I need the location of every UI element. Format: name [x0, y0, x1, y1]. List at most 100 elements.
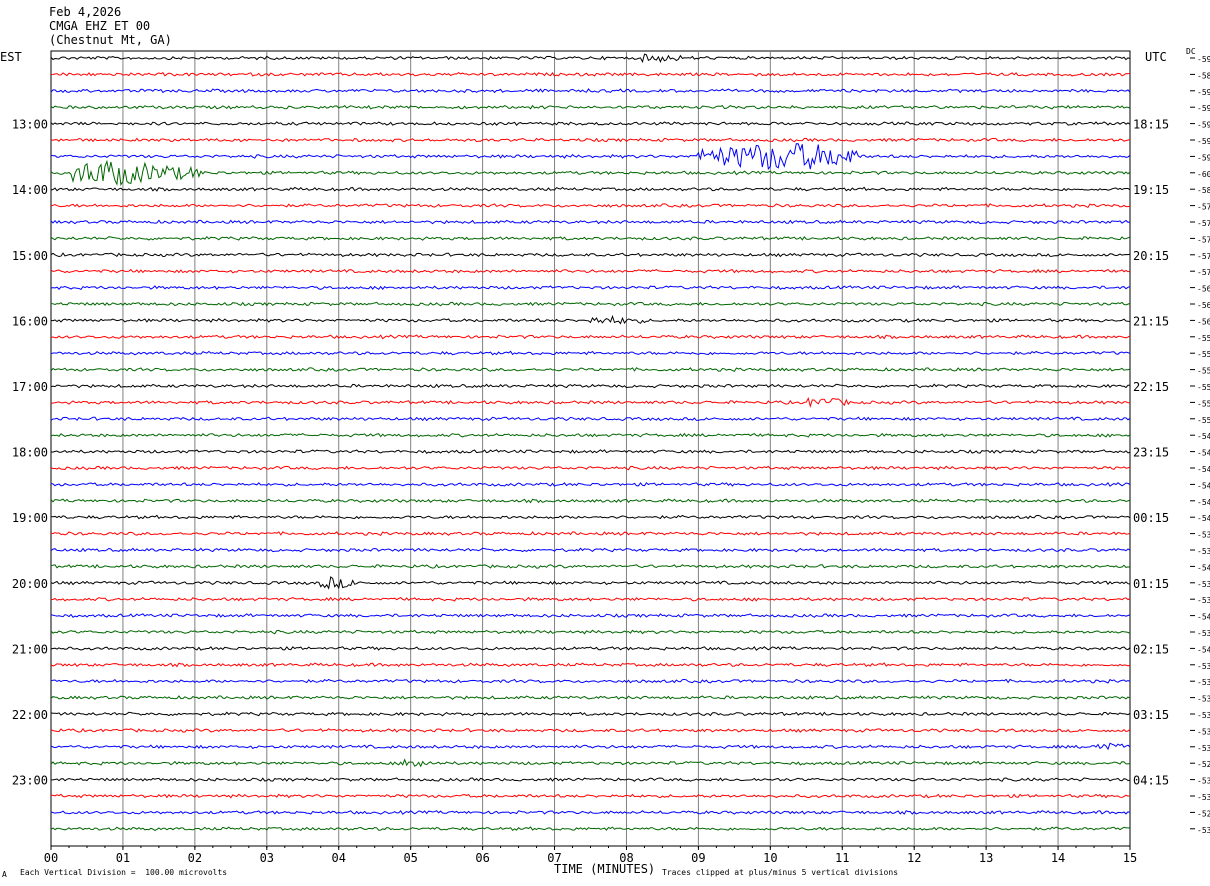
trace-row — [50, 432, 1131, 438]
dc-offset-value: -59 — [1197, 55, 1210, 64]
dc-offset-value: -57 — [1197, 219, 1210, 228]
dc-offset-value: -54 — [1197, 481, 1210, 490]
trace-row — [50, 71, 1131, 77]
left-hour-label: 19:00 — [12, 511, 48, 525]
plot-frame — [50, 50, 1131, 847]
trace-row — [50, 203, 1131, 209]
trace-row — [50, 143, 1131, 171]
trace-row — [50, 531, 1131, 537]
trace-row — [50, 629, 1131, 635]
x-tick-label: 10 — [763, 851, 777, 865]
trace-row — [50, 104, 1131, 110]
dc-offset-value: -53 — [1197, 711, 1210, 720]
dc-offset-value: -58 — [1197, 71, 1210, 80]
trace-row — [50, 563, 1131, 569]
x-tick-label: 08 — [619, 851, 633, 865]
left-hour-label: 23:00 — [12, 774, 48, 788]
left-hour-label: 22:00 — [12, 708, 48, 722]
dc-offset-value: -59 — [1197, 104, 1210, 113]
dc-offset-value: -55 — [1197, 399, 1210, 408]
trace-row — [50, 514, 1131, 520]
trace-row — [50, 314, 1131, 325]
dc-offset-value: -59 — [1197, 153, 1210, 162]
left-hour-label: 20:00 — [12, 577, 48, 591]
trace-row — [50, 334, 1131, 340]
dc-offset-value: -54 — [1197, 613, 1210, 622]
trace-row — [50, 449, 1131, 454]
dc-offset-value: -53 — [1197, 596, 1210, 605]
dc-offset-value: -54 — [1197, 498, 1210, 507]
dc-offset-value: -53 — [1197, 695, 1210, 704]
left-hour-label: 14:00 — [12, 183, 48, 197]
trace-row — [50, 793, 1131, 799]
dc-offset-value: -53 — [1197, 793, 1210, 802]
dc-offset-value: -54 — [1197, 432, 1210, 441]
trace-row — [50, 826, 1131, 831]
left-hour-label: 17:00 — [12, 380, 48, 394]
right-hour-label: 00:15 — [1133, 511, 1169, 525]
left-timezone-label: EST — [0, 50, 22, 64]
x-tick-label: 06 — [475, 851, 489, 865]
dc-offset-value: -54 — [1197, 645, 1210, 654]
chart-station: CMGA EHZ ET 00 — [49, 19, 151, 33]
left-hour-label: 18:00 — [12, 446, 48, 460]
clip-note: Traces clipped at plus/minus 5 vertical … — [662, 868, 899, 877]
right-hour-label: 21:15 — [1133, 314, 1169, 328]
trace-row — [50, 397, 1130, 409]
dc-offset-value: -53 — [1197, 678, 1210, 687]
dc-offset-value: -53 — [1197, 662, 1210, 671]
dc-offset-value: -58 — [1197, 186, 1210, 195]
trace-row — [50, 613, 1131, 618]
chart-location: (Chestnut Mt, GA) — [49, 33, 172, 47]
dc-offset-value: -54 — [1197, 449, 1210, 458]
dc-offset-value: -56 — [1197, 285, 1210, 294]
right-hour-label: 19:15 — [1133, 183, 1169, 197]
right-timezone-label: UTC — [1145, 50, 1167, 64]
left-hour-label: 21:00 — [12, 642, 48, 656]
scale-note: Each Vertical Division = 100.00 microvol… — [20, 868, 228, 877]
x-tick-label: 02 — [188, 851, 202, 865]
trace-row — [50, 88, 1131, 94]
dc-offset-value: -53 — [1197, 744, 1210, 753]
dc-offset-value: -53 — [1197, 580, 1210, 589]
dc-offset-value: -54 — [1197, 563, 1210, 572]
dc-offset-header: DC — [1186, 47, 1196, 56]
dc-offset-value: -59 — [1197, 88, 1210, 97]
trace-row — [50, 662, 1131, 668]
dc-offset-value: -57 — [1197, 235, 1210, 244]
trace-row — [50, 383, 1131, 389]
right-hour-label: 23:15 — [1133, 446, 1169, 460]
right-hour-label: 22:15 — [1133, 380, 1169, 394]
trace-row — [50, 137, 1131, 143]
trace-row — [50, 809, 1131, 815]
trace-row — [50, 576, 1131, 590]
x-tick-label: 14 — [1051, 851, 1065, 865]
trace-row — [50, 758, 1131, 768]
dc-offset-value: -53 — [1197, 531, 1210, 540]
x-tick-label: 03 — [260, 851, 274, 865]
trace-row — [50, 727, 1131, 733]
trace-row — [50, 268, 1131, 274]
right-hour-label: 03:15 — [1133, 708, 1169, 722]
x-tick-label: 00 — [44, 851, 58, 865]
trace-row — [50, 498, 1131, 504]
trace-row — [50, 235, 1131, 241]
x-tick-label: 07 — [547, 851, 561, 865]
trace-row — [50, 596, 1131, 602]
dc-offset-value: -57 — [1197, 252, 1210, 261]
x-tick-label: 13 — [979, 851, 993, 865]
x-tick-label: 04 — [332, 851, 346, 865]
dc-offset-value: -55 — [1197, 350, 1210, 359]
dc-offset-value: -52 — [1197, 809, 1210, 818]
trace-row — [50, 219, 1131, 225]
dc-offset-value: -54 — [1197, 514, 1210, 523]
corner-mark: A — [2, 870, 7, 879]
chart-date: Feb 4,2026 — [49, 5, 122, 19]
trace-row — [50, 547, 1131, 553]
dc-offset-value: -53 — [1197, 727, 1210, 736]
x-tick-label: 12 — [907, 851, 921, 865]
trace-row — [50, 121, 1131, 126]
trace-row — [50, 711, 1131, 717]
left-hour-label: 13:00 — [12, 118, 48, 132]
